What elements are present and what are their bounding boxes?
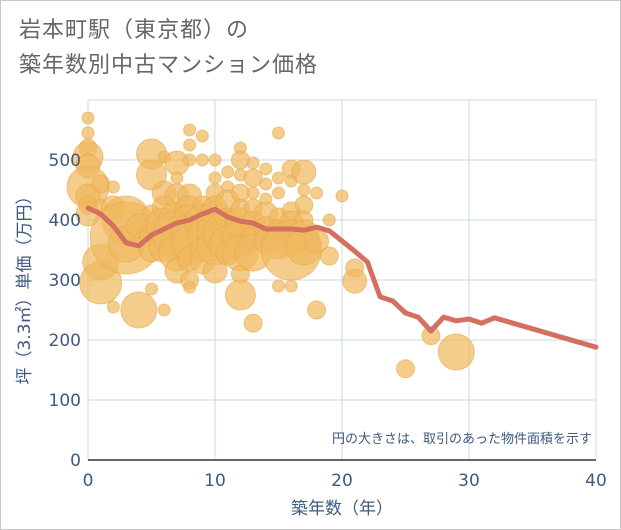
chart-title-line-2: 築年数別中古マンション価格	[19, 53, 319, 78]
data-bubble	[307, 300, 327, 320]
data-bubble	[183, 280, 197, 294]
data-bubble	[421, 326, 441, 346]
data-bubble	[243, 313, 263, 333]
data-bubble	[208, 153, 222, 167]
y-tick-label: 500	[49, 151, 81, 171]
y-tick-label: 300	[49, 271, 81, 291]
data-bubble	[272, 186, 285, 200]
data-bubble	[183, 123, 197, 137]
data-bubble	[342, 268, 368, 294]
data-bubble	[284, 279, 298, 293]
data-bubble	[230, 150, 250, 170]
data-bubble	[335, 189, 349, 203]
data-bubble	[246, 156, 260, 170]
y-tick-label: 100	[49, 391, 81, 411]
data-bubble	[396, 359, 415, 379]
data-bubble	[310, 186, 324, 200]
x-tick-label: 10	[204, 471, 226, 491]
chart-title-line-1: 岩本町駅（東京都）の	[19, 18, 250, 43]
data-bubble	[319, 246, 339, 266]
data-bubble	[291, 159, 317, 185]
data-bubble	[259, 162, 273, 176]
data-bubble	[145, 282, 158, 296]
x-tick-label: 40	[585, 471, 607, 491]
data-bubble	[81, 126, 95, 140]
x-axis-title: 築年数（年）	[291, 499, 393, 519]
data-bubble	[322, 213, 336, 227]
y-tick-label: 400	[49, 211, 81, 231]
data-bubble	[81, 111, 95, 125]
data-bubble	[272, 126, 285, 140]
data-bubble	[246, 186, 260, 200]
data-bubble	[437, 333, 475, 371]
data-bubble	[208, 171, 222, 185]
data-bubble	[120, 291, 158, 329]
data-bubble	[195, 153, 209, 167]
data-bubble	[259, 177, 273, 191]
y-tick-label: 0	[70, 451, 81, 471]
x-tick-label: 20	[331, 471, 353, 491]
data-bubble	[272, 171, 285, 185]
data-bubble	[106, 300, 120, 314]
data-bubble	[183, 153, 197, 167]
size-note: 円の大きさは、取引のあった物件面積を示す	[332, 432, 592, 447]
chart-title: 岩本町駅（東京都）の 築年数別中古マンション価格	[19, 13, 318, 83]
data-bubble	[157, 303, 171, 317]
data-bubble	[202, 258, 228, 284]
data-bubble	[221, 165, 235, 179]
x-tick-label: 0	[83, 471, 94, 491]
data-bubble	[170, 171, 184, 185]
x-tick-label: 30	[458, 471, 480, 491]
y-tick-label: 200	[49, 331, 81, 351]
average-price-line	[85, 205, 599, 350]
data-bubble	[183, 138, 197, 152]
data-bubble	[272, 279, 285, 293]
y-axis-title: 坪（3.3㎡）単価（万円）	[15, 187, 35, 384]
axes: 0 100 200 300 400 500 0 10 20 30 40	[49, 151, 607, 491]
data-bubble	[224, 279, 256, 311]
data-bubble	[106, 180, 120, 194]
data-bubble	[297, 183, 311, 197]
data-bubble	[195, 129, 209, 143]
data-bubble	[91, 174, 111, 194]
average-line-series	[85, 205, 599, 350]
